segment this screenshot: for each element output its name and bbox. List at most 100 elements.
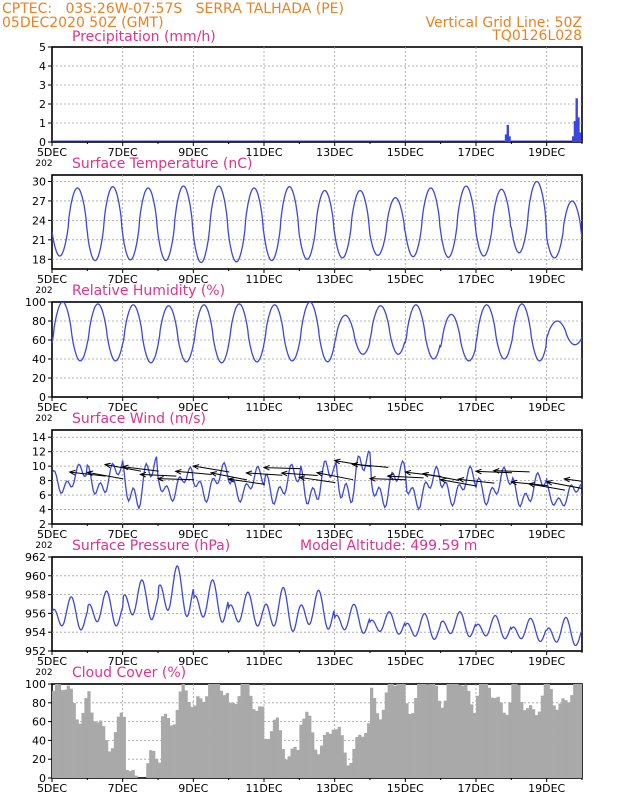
cloud-bar: [511, 684, 515, 778]
y-tick-label: 80: [32, 697, 46, 710]
precip-bar: [508, 136, 511, 142]
cloud-bar: [69, 688, 73, 778]
y-tick-label: 0: [39, 391, 46, 404]
x-tick-label: 15DEC: [387, 146, 424, 159]
cloud-bar: [146, 763, 150, 778]
x-tick-label: 9DEC: [178, 273, 208, 286]
cloud-bar: [281, 749, 285, 778]
cloud-bar: [470, 704, 474, 778]
panel-5: 952 954 956 958 960 962 5DEC 7DEC 9DEC 11DEC 13DEC…: [25, 538, 583, 678]
x-tick-label: 15DEC: [387, 655, 424, 668]
wind-arrow: [140, 473, 177, 477]
y-tick-label: 5: [39, 41, 46, 54]
year-label: 202: [35, 668, 52, 678]
panel-title: Precipitation (mm/h): [72, 29, 216, 45]
y-tick-label: 2: [39, 518, 46, 531]
cloud-bar: [546, 684, 550, 778]
cloud-bar: [166, 718, 171, 778]
cloud-bar: [131, 769, 135, 778]
cloud-bar: [434, 685, 439, 778]
y-tick-label: 30: [32, 175, 46, 188]
cloud-bar: [481, 684, 486, 778]
run-date: 05DEC2020 50Z (GMT): [2, 15, 164, 31]
cloud-bar: [467, 690, 471, 778]
x-tick-label: 5DEC: [37, 528, 67, 541]
cloud-bar: [449, 684, 453, 778]
cloud-bar: [134, 775, 138, 778]
panel-title: Relative Humidity (%): [72, 283, 225, 299]
y-tick-label: 4: [39, 504, 46, 517]
wind-arrow-head: [121, 464, 129, 471]
wind-arrow-head: [68, 469, 76, 476]
cloud-bar: [122, 716, 126, 778]
cloud-bar: [340, 735, 344, 778]
cloud-bar: [502, 712, 506, 778]
y-tick-label: 24: [32, 214, 46, 227]
cloud-bar: [163, 713, 168, 778]
cloud-bar: [84, 697, 88, 778]
cloud-bar: [487, 687, 492, 778]
cloud-bar: [576, 684, 580, 778]
x-tick-label: 7DEC: [108, 528, 138, 541]
cloud-bar: [325, 732, 330, 778]
cloud-bar: [561, 698, 565, 778]
cloud-bar: [266, 739, 271, 778]
cloud-bar: [181, 684, 185, 778]
x-tick-label: 7DEC: [108, 146, 138, 159]
y-tick-label: 18: [32, 253, 46, 266]
wind-arrow: [528, 483, 566, 491]
cloud-bar: [402, 684, 406, 778]
cloud-bar: [208, 684, 212, 778]
cloud-bar: [261, 706, 265, 778]
cloud-bar: [225, 693, 229, 778]
wind-arrow-head: [545, 479, 553, 486]
cloud-bar: [75, 719, 79, 778]
cloud-bar: [458, 684, 462, 778]
precip-bar: [577, 117, 580, 142]
cloud-bar: [464, 684, 468, 778]
cloud-bar: [564, 700, 568, 778]
x-tick-label: 19DEC: [528, 782, 565, 795]
cloud-bar: [473, 713, 477, 778]
cloud-bar: [319, 745, 324, 778]
cloud-bar: [331, 729, 335, 778]
cloud-bar: [305, 711, 309, 778]
y-tick-label: 2: [39, 98, 46, 111]
cloud-bar: [190, 706, 194, 778]
cloud-bar: [552, 705, 556, 778]
series-group: [52, 180, 582, 264]
x-tick-label: 13DEC: [316, 146, 353, 159]
cloud-bar: [455, 684, 459, 778]
wind-arrow: [493, 470, 530, 473]
cloud-bar: [63, 689, 68, 778]
cloud-bar: [240, 684, 244, 778]
cloud-bar: [328, 733, 333, 778]
cloud-bar: [440, 707, 444, 778]
wind-arrow-head: [86, 470, 94, 477]
panel-frame: [51, 301, 583, 398]
panel-frame: [51, 46, 583, 143]
humidity-line: [52, 302, 582, 364]
cloud-bar: [205, 696, 209, 778]
panel-frame: [51, 429, 583, 525]
cloud-bar: [158, 762, 162, 778]
cloud-bar: [249, 695, 253, 778]
cloud-bar: [302, 718, 306, 778]
cloud-bar: [54, 684, 59, 778]
y-tick-label: 12: [32, 446, 46, 459]
x-tick-label: 13DEC: [316, 528, 353, 541]
cloud-bar: [408, 713, 412, 778]
wind-arrow-head: [262, 464, 270, 471]
cloud-bar: [105, 740, 109, 778]
y-tick-label: 60: [32, 716, 46, 729]
year-label: 202: [35, 414, 52, 424]
cloud-bar: [417, 684, 421, 778]
x-tick-label: 17DEC: [457, 146, 494, 159]
cloud-bar: [272, 719, 277, 778]
cloud-bar: [96, 722, 100, 778]
x-tick-label: 9DEC: [178, 401, 208, 414]
x-tick-label: 5DEC: [37, 782, 67, 795]
cloud-bar: [478, 684, 483, 778]
wind-arrow-head: [351, 461, 359, 468]
cloud-bar: [228, 702, 232, 778]
